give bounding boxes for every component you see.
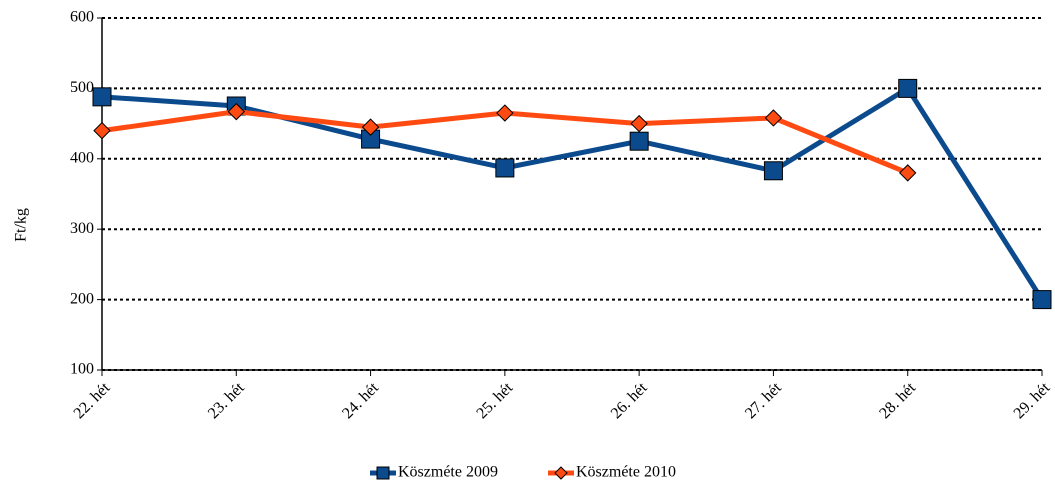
x-tick-label: 26. hét: [608, 379, 651, 422]
legend-label: Köszméte 2009: [398, 464, 498, 481]
legend-marker: [554, 466, 568, 480]
legend-label: Köszméte 2010: [576, 464, 676, 481]
x-tick-label: 29. hét: [1011, 379, 1054, 422]
marker: [629, 131, 649, 151]
marker: [227, 102, 245, 121]
marker: [764, 109, 783, 127]
x-tick-label: 22. hét: [71, 379, 114, 422]
marker: [899, 164, 917, 182]
x-tick-label: 23. hét: [205, 379, 248, 422]
marker: [630, 114, 648, 133]
y-tick-label: 300: [70, 220, 94, 237]
series-line: [101, 85, 1045, 301]
marker: [496, 104, 514, 122]
marker: [898, 78, 918, 98]
y-tick-label: 100: [70, 361, 94, 378]
marker: [92, 87, 112, 107]
x-tick-label: 24. hét: [339, 379, 382, 422]
marker: [763, 161, 783, 181]
marker: [93, 121, 111, 140]
marker: [361, 118, 380, 136]
x-tick-label: 28. hét: [876, 379, 919, 422]
x-tick-label: 25. hét: [473, 379, 516, 422]
legend-marker: [376, 466, 390, 480]
marker: [495, 158, 515, 178]
x-tick-label: 27. hét: [742, 379, 785, 422]
y-tick-label: 600: [70, 9, 94, 26]
y-axis-label: Ft/kg: [13, 208, 30, 242]
y-tick-label: 200: [70, 290, 94, 307]
y-tick-label: 500: [70, 79, 94, 96]
marker: [1032, 290, 1052, 310]
y-tick-label: 400: [70, 149, 94, 166]
